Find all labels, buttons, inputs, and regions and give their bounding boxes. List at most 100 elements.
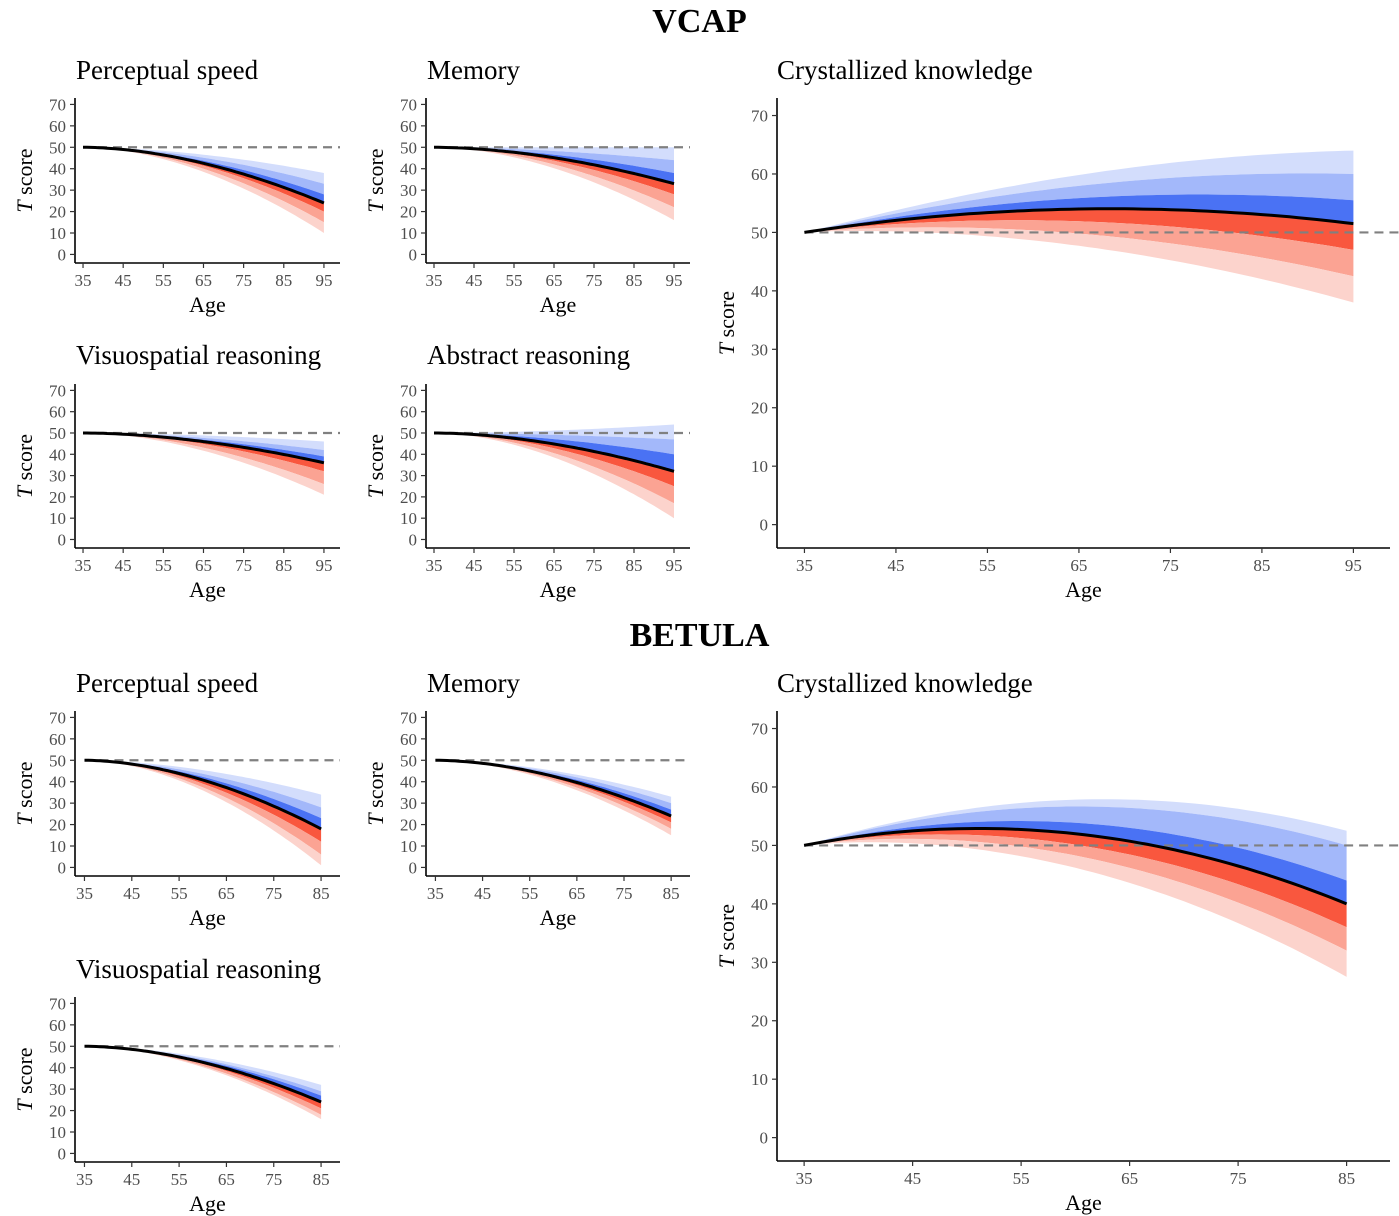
x-tick-label: 95 (666, 556, 683, 575)
x-tick-label: 45 (123, 884, 140, 903)
x-tick-label: 65 (195, 556, 212, 575)
panel-betula-crystallized-knowledge: 0 10 20 30 40 50 60 70 35 45 55 65 75 85 Age T score Cry… (714, 668, 1399, 1215)
y-tick-label: 60 (400, 730, 417, 749)
y-tick-label: 30 (49, 794, 66, 813)
y-tick-label: 0 (58, 530, 67, 549)
band-upper-middle (83, 433, 324, 457)
x-tick-label: 85 (275, 271, 292, 290)
x-tick-label: 75 (235, 556, 252, 575)
y-tick-label: 50 (400, 751, 417, 770)
x-tick-label: 85 (313, 884, 330, 903)
panel-vcap-crystallized-knowledge: 0 10 20 30 40 50 60 70 35 45 55 65 75 85 95 Age T score C… (714, 55, 1399, 602)
x-tick-label: 45 (466, 556, 483, 575)
y-tick-label: 50 (400, 424, 417, 443)
y-tick-label: 40 (400, 160, 417, 179)
y-tick-label: 10 (400, 837, 417, 856)
x-tick-label: 55 (171, 1170, 188, 1189)
y-tick-label: 10 (751, 457, 768, 476)
x-tick-label: 35 (426, 271, 443, 290)
y-tick-label: 70 (400, 381, 417, 400)
x-tick-label: 35 (796, 1169, 813, 1188)
x-axis-title: Age (540, 292, 577, 317)
x-tick-label: 85 (275, 556, 292, 575)
y-tick-label: 70 (751, 720, 768, 739)
y-tick-label: 0 (58, 858, 67, 877)
x-axis-title: Age (540, 905, 577, 930)
mean-line (434, 431, 675, 473)
mean-line (804, 207, 1354, 234)
y-tick-label: 50 (49, 1037, 66, 1056)
panel-vcap-memory: 0 10 20 30 40 50 60 70 35 45 55 65 75 85 95 Age T score M… (363, 55, 690, 317)
x-axis-title: Age (189, 905, 226, 930)
x-tick-label: 65 (568, 884, 585, 903)
y-tick-label: 70 (49, 95, 66, 114)
x-tick-label: 45 (115, 556, 132, 575)
x-tick-label: 45 (466, 271, 483, 290)
x-tick-label: 65 (546, 271, 563, 290)
x-tick-label: 35 (75, 271, 92, 290)
y-tick-label: 60 (49, 730, 66, 749)
y-tick-label: 60 (751, 778, 768, 797)
x-tick-label: 95 (315, 271, 332, 290)
y-tick-label: 40 (49, 445, 66, 464)
section-title-vcap: VCAP (652, 3, 747, 40)
y-tick-label: 30 (49, 467, 66, 486)
y-tick-label: 50 (751, 223, 768, 242)
band-upper-outer (83, 433, 324, 450)
band-upper-middle (434, 433, 674, 455)
panel-title: Perceptual speed (76, 668, 259, 698)
panel-betula-perceptual-speed: 0 10 20 30 40 50 60 70 35 45 55 65 75 85 Age T score Per… (12, 668, 340, 930)
x-tick-label: 85 (626, 271, 643, 290)
panel-vcap-visuospatial-reasoning: 0 10 20 30 40 50 60 70 35 45 55 65 75 85 95 Age T score V… (12, 340, 340, 602)
y-tick-label: 0 (58, 1144, 67, 1163)
y-tick-label: 50 (400, 138, 417, 157)
x-tick-label: 75 (586, 556, 603, 575)
y-tick-label: 0 (409, 858, 418, 877)
x-tick-label: 85 (626, 556, 643, 575)
panel-title: Perceptual speed (76, 55, 259, 85)
panel-title: Visuospatial reasoning (76, 954, 321, 984)
y-tick-label: 30 (49, 1080, 66, 1099)
panel-vcap-abstract-reasoning: 0 10 20 30 40 50 60 70 35 45 55 65 75 85 95 Age T score A… (363, 340, 690, 602)
x-tick-label: 35 (796, 556, 813, 575)
band-upper-inner (804, 821, 1347, 904)
mean-line (83, 145, 325, 205)
x-tick-label: 65 (218, 884, 235, 903)
x-tick-label: 85 (663, 884, 680, 903)
y-tick-label: 40 (400, 773, 417, 792)
x-tick-label: 45 (904, 1169, 921, 1188)
x-tick-label: 35 (75, 556, 92, 575)
section-title-betula: BETULA (629, 617, 770, 654)
x-tick-label: 35 (76, 1170, 93, 1189)
y-axis-title: T score (12, 761, 37, 825)
x-tick-label: 55 (1013, 1169, 1030, 1188)
y-axis-title: T score (363, 148, 388, 212)
panel-title: Memory (427, 668, 520, 698)
y-tick-label: 20 (49, 203, 66, 222)
panel-title: Crystallized knowledge (777, 55, 1033, 85)
x-tick-label: 95 (666, 271, 683, 290)
y-axis-title: T score (363, 761, 388, 825)
panel-title: Crystallized knowledge (777, 668, 1033, 698)
y-tick-label: 30 (400, 181, 417, 200)
y-tick-label: 30 (400, 467, 417, 486)
band-upper-inner (434, 147, 674, 184)
x-tick-label: 85 (313, 1170, 330, 1189)
band-lower-middle (804, 220, 1354, 277)
mean-line (435, 758, 672, 818)
x-tick-label: 55 (155, 271, 172, 290)
x-tick-label: 75 (1162, 556, 1179, 575)
y-tick-label: 70 (400, 95, 417, 114)
y-tick-label: 40 (751, 282, 768, 301)
x-axis-title: Age (189, 1191, 226, 1216)
panel-betula-visuospatial-reasoning: 0 10 20 30 40 50 60 70 35 45 55 65 75 85 Age T score Vis… (12, 954, 340, 1216)
x-tick-label: 65 (195, 271, 212, 290)
y-tick-label: 20 (751, 1012, 768, 1031)
mean-line (434, 145, 675, 186)
x-tick-label: 35 (76, 884, 93, 903)
x-tick-label: 85 (1338, 1169, 1355, 1188)
band-lower-middle (804, 834, 1347, 951)
x-tick-label: 55 (521, 884, 538, 903)
y-tick-label: 70 (49, 708, 66, 727)
y-tick-label: 30 (49, 181, 66, 200)
